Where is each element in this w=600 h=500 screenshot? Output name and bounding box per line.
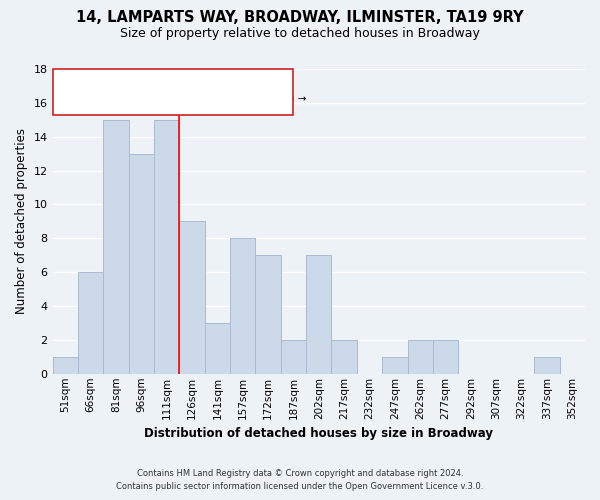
X-axis label: Distribution of detached houses by size in Broadway: Distribution of detached houses by size … (144, 427, 493, 440)
Y-axis label: Number of detached properties: Number of detached properties (15, 128, 28, 314)
Text: Contains public sector information licensed under the Open Government Licence v.: Contains public sector information licen… (116, 482, 484, 491)
Bar (407, 340, 433, 374)
Bar (179, 222, 205, 374)
Text: Contains HM Land Registry data © Crown copyright and database right 2024.: Contains HM Land Registry data © Crown c… (137, 468, 463, 477)
Bar (128, 154, 154, 374)
Text: 58% of semi-detached houses are larger (54) →: 58% of semi-detached houses are larger (… (58, 94, 306, 104)
Text: Size of property relative to detached houses in Broadway: Size of property relative to detached ho… (120, 28, 480, 40)
Bar (281, 340, 306, 374)
Bar (53, 357, 78, 374)
Bar (382, 357, 407, 374)
Bar (256, 255, 281, 374)
Bar (433, 340, 458, 374)
Bar (205, 323, 230, 374)
Bar (534, 357, 560, 374)
Text: 14 LAMPARTS WAY: 115sqm: 14 LAMPARTS WAY: 115sqm (86, 73, 260, 83)
Bar (306, 255, 331, 374)
Text: ← 40% of detached houses are smaller (37): ← 40% of detached houses are smaller (37… (58, 82, 285, 92)
Bar (154, 120, 179, 374)
Bar (331, 340, 357, 374)
Bar (78, 272, 103, 374)
Bar (230, 238, 256, 374)
Text: 14, LAMPARTS WAY, BROADWAY, ILMINSTER, TA19 9RY: 14, LAMPARTS WAY, BROADWAY, ILMINSTER, T… (76, 10, 524, 25)
Bar (103, 120, 128, 374)
